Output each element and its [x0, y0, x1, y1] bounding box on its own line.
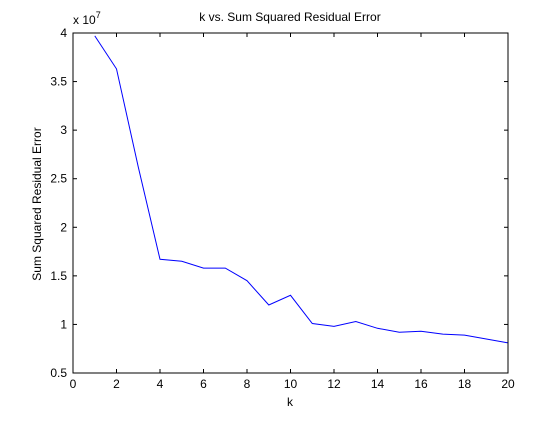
- y-multiplier-exponent: 7: [96, 10, 101, 20]
- y-tick-label: 2: [60, 220, 67, 234]
- x-tick-label: 14: [371, 377, 385, 391]
- y-multiplier-base: x 10: [73, 13, 96, 27]
- axes-frame: [72, 32, 509, 374]
- series-line: [94, 35, 509, 344]
- y-axis-label: Sum Squared Residual Error: [30, 127, 44, 280]
- x-axis-label: k: [287, 395, 294, 409]
- y-tick-label: 2.5: [50, 172, 67, 186]
- x-tick-label: 6: [200, 377, 207, 391]
- plot-area: [73, 33, 508, 373]
- x-tick-labels: 0 2 4 6 8 10 12 14 16 18 20: [70, 377, 515, 391]
- y-tick-label: 1: [60, 317, 67, 331]
- y-tick-label: 3.5: [50, 75, 67, 89]
- x-tick-label: 18: [458, 377, 472, 391]
- chart-title: k vs. Sum Squared Residual Error: [199, 10, 380, 24]
- y-tick-label: 0.5: [50, 366, 67, 380]
- y-tick-label: 3: [60, 123, 67, 137]
- x-tick-label: 2: [113, 377, 120, 391]
- x-tick-label: 8: [244, 377, 251, 391]
- x-tick-label: 4: [157, 377, 164, 391]
- y-tick-labels: 0.5 1 1.5 2 2.5 3 3.5 4: [50, 26, 67, 380]
- x-tick-label: 0: [70, 377, 77, 391]
- x-tick-label: 12: [327, 377, 341, 391]
- x-tick-label: 16: [414, 377, 428, 391]
- y-tick-label: 4: [60, 26, 67, 40]
- x-tick-label: 10: [284, 377, 298, 391]
- y-tick-label: 1.5: [50, 269, 67, 283]
- y-axis-multiplier: x 107: [73, 10, 101, 27]
- x-tick-label: 20: [501, 377, 515, 391]
